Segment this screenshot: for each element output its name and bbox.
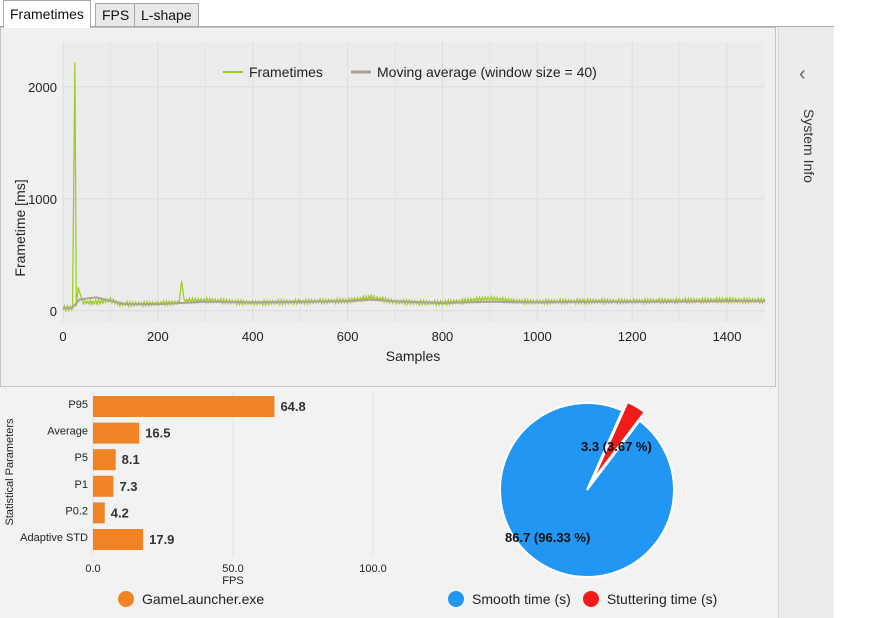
pie-label-stutter: 3.3 (3.67 %) [581,439,652,454]
tab-divider [0,26,834,27]
pie-legend-stutter-swatch [582,591,599,607]
bar-category-label: P0.2 [65,505,88,517]
bar-value-label: 7.3 [119,479,137,494]
bar-y-axis-label: Statistical Parameters [4,418,16,525]
legend-moving-average-label: Moving average (window size = 40) [377,64,597,80]
bar-value-label: 17.9 [149,532,174,547]
pie-legend: Smooth time (s) Stuttering time (s) [448,591,717,607]
bar-x-axis-label: FPS [222,575,243,587]
pie-legend-smooth-label: Smooth time (s) [472,591,571,607]
x-tick-label: 400 [242,329,264,344]
bar-average [93,422,140,444]
bar-legend: GameLauncher.exe [118,591,264,607]
statistics-panel: 0.0 50.0 100.0 P95 64.8 Average 16.5 P5 8.1 P1 7.3… [0,387,778,618]
frametime-chart[interactable]: 0 200 400 600 800 1000 1200 1400 0 1000 2000 Frame… [1,28,777,388]
y-tick-label: 0 [50,304,57,319]
pie-slices [499,400,675,578]
bar-legend-label: GameLauncher.exe [142,591,265,607]
main-content: 0 200 400 600 800 1000 1200 1400 0 1000 2000 Frame… [0,27,778,618]
bar-category-label: Adaptive STD [20,532,88,544]
bar-p95 [93,396,275,417]
bar-adaptive-std [93,529,144,550]
bar-value-label: 4.2 [111,505,129,520]
bar-legend-swatch [118,591,134,607]
y-axis-label: Frametime [ms] [12,179,28,276]
bar-x-tick-label: 50.0 [222,563,243,575]
bar-x-tick-label: 0.0 [85,563,100,575]
bar-category-label: P1 [75,479,88,491]
grid-lines [62,42,765,322]
bar-marks: 0.0 50.0 100.0 P95 64.8 Average 16.5 P5 8.1 P1 7.3… [20,396,387,575]
tab-fps[interactable]: FPS [95,3,137,27]
x-tick-label: 1400 [713,329,742,344]
system-info-sidebar: ‹ System Info [778,27,834,618]
chevron-left-icon[interactable]: ‹ [799,63,806,85]
bar-value-label: 16.5 [145,426,170,441]
moving-average-series-line [62,296,765,310]
series-lines [62,62,766,313]
bar-category-label: P5 [75,452,88,464]
tab-bar: Frametimes FPS L-shape [0,0,894,28]
bar-p5 [93,449,116,471]
bar-p1 [93,475,114,497]
axis-ticks: 0 200 400 600 800 1000 1200 1400 0 1000 2000 [28,80,741,344]
plot-area [63,42,765,322]
bar-category-label: Average [47,426,88,438]
tab-l-shape[interactable]: L-shape [134,3,199,27]
pie-slice-stutter [591,400,647,482]
pie-legend-smooth-swatch [448,591,464,607]
bar-value-label: 8.1 [122,452,140,467]
x-tick-label: 1000 [523,329,552,344]
pie-slice-smooth [499,402,675,578]
tab-frametimes[interactable]: Frametimes [3,0,91,28]
y-tick-label: 1000 [28,192,57,207]
system-info-label[interactable]: System Info [801,109,817,183]
statistics-bar-chart[interactable]: 0.0 50.0 100.0 P95 64.8 Average 16.5 P5 8.1 P1 7.3… [0,387,420,618]
bar-value-label: 64.8 [280,399,305,414]
x-tick-label: 600 [337,329,359,344]
pie-label-smooth: 86.7 (96.33 %) [505,530,590,545]
x-axis-label: Samples [386,348,440,364]
bar-x-tick-label: 100.0 [359,563,387,575]
bar-category-label: P95 [68,399,88,411]
x-tick-label: 800 [432,329,454,344]
x-tick-label: 200 [147,329,169,344]
bar-p0-2 [93,502,105,524]
stutter-pie-chart[interactable]: 86.7 (96.33 %) 3.3 (3.67 %) [418,387,778,618]
legend-frametimes-label: Frametimes [249,64,323,80]
y-tick-label: 2000 [28,80,57,95]
pie-legend-stutter-label: Stuttering time (s) [606,591,718,607]
bar-grid-lines [92,391,374,555]
x-tick-label: 0 [59,329,66,344]
frametime-chart-panel: 0 200 400 600 800 1000 1200 1400 0 1000 2000 Frame… [0,27,776,387]
x-tick-label: 1200 [618,329,647,344]
